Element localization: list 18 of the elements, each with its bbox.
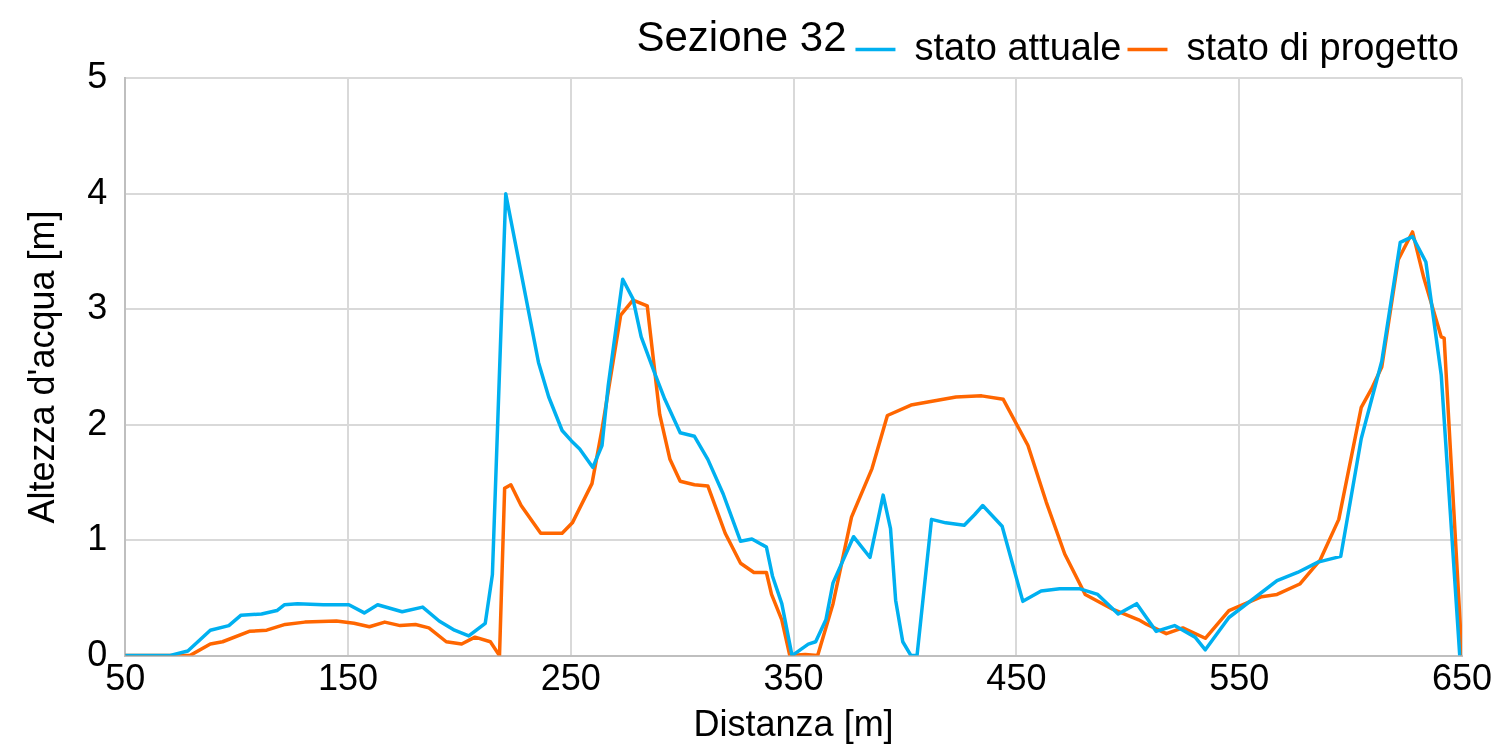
y-tick-label: 2 <box>87 401 108 443</box>
y-tick-label: 5 <box>87 55 108 97</box>
y-tick-label: 3 <box>87 286 108 328</box>
x-tick-label: 450 <box>986 657 1047 699</box>
chart-title: Sezione 32 <box>636 12 847 60</box>
x-tick-label: 250 <box>540 657 601 699</box>
legend-label: stato attuale <box>914 25 1122 68</box>
x-tick-label: 650 <box>1431 657 1493 699</box>
x-tick-label: 350 <box>763 657 824 699</box>
x-tick-label: 550 <box>1209 657 1270 699</box>
y-axis-title: Altezza d'acqua [m] <box>20 210 62 524</box>
x-tick-label: 150 <box>317 657 379 699</box>
x-axis-title: Distanza [m] <box>693 703 894 745</box>
y-tick-label: 4 <box>87 170 108 212</box>
y-tick-label: 1 <box>87 517 108 559</box>
x-tick-label: 50 <box>105 657 146 699</box>
y-tick-label: 0 <box>87 632 108 674</box>
legend-label: stato di progetto <box>1186 25 1459 68</box>
